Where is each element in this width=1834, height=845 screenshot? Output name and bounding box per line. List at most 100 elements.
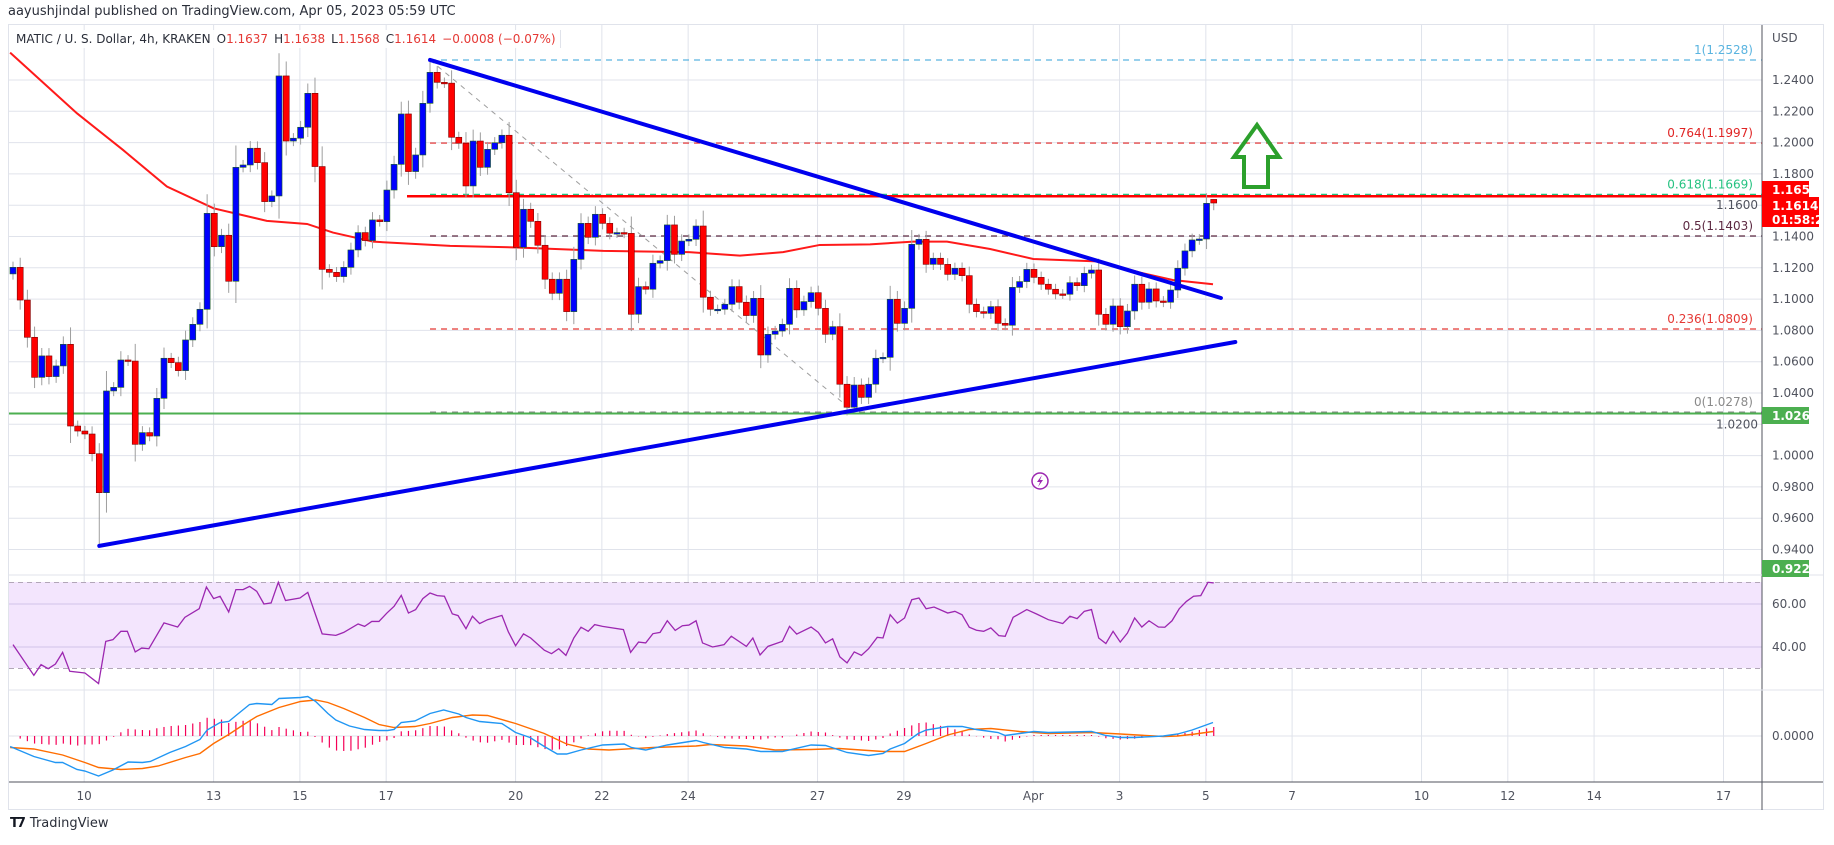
symbol-name[interactable]: MATIC / U. S. Dollar, 4h, KRAKEN [16, 32, 211, 46]
candle [117, 351, 125, 397]
candle-body-up [1145, 288, 1153, 303]
candle [994, 299, 1002, 331]
high-value: 1.1638 [283, 32, 326, 46]
tradingview-logo[interactable]: T7 TradingView [10, 816, 108, 831]
high-label: H [274, 32, 284, 46]
candle [692, 219, 700, 247]
candle [24, 289, 31, 348]
candle [153, 387, 161, 447]
candle-body-up [426, 72, 434, 104]
price-tick-label: 1.1400 [1772, 230, 1814, 244]
rsi-pane[interactable] [12, 580, 1214, 685]
candle [1088, 264, 1095, 279]
price-tag-value: 1.1614 [1772, 199, 1818, 213]
candle [1073, 277, 1081, 291]
candle [879, 352, 887, 364]
candle-body-down [894, 298, 901, 324]
candle [16, 257, 24, 310]
low-value: 1.1568 [337, 32, 380, 46]
candle-body-down [512, 192, 520, 248]
macd-pane[interactable] [9, 695, 1215, 777]
candle [563, 269, 570, 322]
candle-body-up [951, 267, 959, 275]
candle-body-up [246, 147, 254, 166]
candle [764, 326, 772, 363]
candle [282, 61, 290, 156]
candle-body-up [304, 93, 312, 128]
close-label: C [385, 32, 395, 46]
price-pane[interactable]: 1(1.2528) 0.764(1.1997) 0.618(1.1669) 0.5(1… [9, 43, 1762, 548]
lightning-icon[interactable] [1031, 472, 1049, 490]
candle [1167, 283, 1174, 309]
candle-body-down [146, 432, 153, 437]
candle-body-down [24, 299, 31, 338]
candle-body-down [462, 142, 470, 187]
candle-body-down [211, 213, 218, 247]
candle-body-down [74, 425, 82, 432]
candle-body-down [606, 223, 614, 234]
candle [671, 215, 678, 264]
tradingview-logo-icon: T7 [10, 816, 26, 831]
candle-body-up [764, 334, 772, 356]
price-tag: 0.9225 [1762, 560, 1818, 577]
candle-body-up [1109, 305, 1117, 325]
candle [139, 426, 146, 451]
candle [196, 302, 204, 332]
candle-body-up [613, 232, 621, 235]
candle-body-up [786, 288, 793, 325]
symbol-legend: MATIC / U. S. Dollar, 4h, KRAKEN O1.1637… [12, 30, 561, 48]
candle-body-up [577, 223, 585, 260]
candle [211, 203, 218, 257]
candle-body-up [412, 154, 419, 172]
candle-body-down [1095, 269, 1102, 315]
candle-body-up [872, 357, 880, 385]
candle [541, 235, 549, 290]
candle [663, 214, 671, 271]
rsi-line [12, 580, 1214, 685]
candle-body-up [520, 208, 527, 248]
candle [182, 330, 189, 380]
candle-body-up [340, 267, 348, 277]
price-tick-label: 1.1200 [1772, 261, 1814, 275]
candle-body-down [735, 286, 743, 303]
candle [771, 325, 779, 340]
candle [146, 427, 153, 442]
candle-body-down [477, 140, 484, 168]
price-tick-label: 1.2200 [1772, 104, 1814, 118]
candle-body-up [1181, 250, 1189, 269]
candle [527, 202, 534, 228]
price-tick-label: 0.9600 [1772, 511, 1814, 525]
candle [469, 129, 477, 198]
time-tick-label: 14 [1586, 789, 1601, 803]
candle-body-up [692, 225, 700, 240]
candle [225, 223, 232, 293]
candle-body-down [628, 233, 635, 315]
candle [412, 147, 419, 179]
candle-body-down [973, 303, 980, 312]
candle-body-up [800, 301, 808, 311]
candle [1203, 193, 1210, 250]
candle [628, 216, 635, 332]
candle [1045, 278, 1052, 295]
candle [448, 70, 455, 151]
candle [232, 145, 240, 304]
candle [95, 443, 103, 546]
candle [88, 426, 96, 462]
candle-body-down [88, 433, 96, 455]
rsi-tick-label: 40.00 [1772, 640, 1806, 654]
candle [167, 352, 175, 368]
candle-body-up [1081, 272, 1088, 286]
time-tick-label: 15 [292, 789, 307, 803]
candle [592, 206, 599, 246]
candle-body-up [886, 298, 894, 358]
candle-body-down [793, 288, 801, 311]
candle [987, 300, 995, 320]
axes [9, 25, 1823, 810]
candle [678, 234, 685, 262]
candle [1131, 275, 1138, 320]
candle-body-down [599, 213, 606, 224]
candle [239, 159, 247, 173]
candle-body-up [397, 113, 405, 165]
candle-body-down [16, 267, 24, 301]
